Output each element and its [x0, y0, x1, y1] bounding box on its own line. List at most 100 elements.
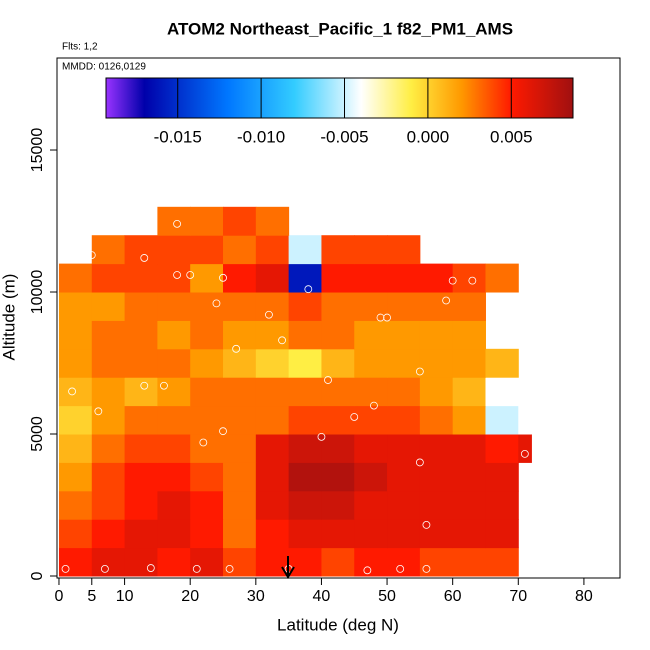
- heat-cell: [58, 490, 93, 520]
- heat-cell: [485, 377, 519, 407]
- sample-point: [370, 401, 378, 410]
- chart-title: ATOM2 Northeast_Pacific_1 f82_PM1_AMS: [167, 19, 513, 38]
- colorbar-tick-label: 0.005: [490, 127, 533, 146]
- sample-point: [324, 376, 332, 384]
- sample-point: [225, 565, 234, 573]
- heat-cell: [354, 292, 388, 321]
- heat-cell: [255, 434, 290, 463]
- heat-cell: [124, 348, 158, 378]
- heat-cell: [419, 320, 454, 350]
- heat-cell: [58, 348, 93, 378]
- heat-cell: [124, 462, 158, 492]
- heat-cell: [91, 490, 126, 520]
- sample-point: [61, 565, 70, 573]
- sample-point: [101, 565, 109, 573]
- heat-cell: [255, 405, 290, 435]
- heat-cell: [157, 206, 191, 236]
- heat-cell: [354, 348, 388, 378]
- y-tick-label: 0: [29, 571, 46, 580]
- heat-cell: [255, 292, 290, 321]
- heat-cell: [190, 263, 224, 293]
- heat-cell: [190, 320, 224, 350]
- heat-cell: [58, 519, 93, 549]
- sample-point: [140, 254, 149, 262]
- heat-cell: [190, 405, 224, 435]
- heat-cell: [419, 547, 454, 577]
- heat-cell: [387, 292, 421, 321]
- colorbar-tick-label: -0.015: [154, 127, 202, 146]
- heat-cell: [157, 405, 191, 435]
- heat-cell: [387, 263, 421, 293]
- heat-cell: [223, 434, 257, 463]
- heat-cell: [419, 519, 454, 549]
- heat-cell: [157, 292, 191, 321]
- heat-cell: [157, 235, 191, 265]
- heat-cell: [190, 547, 224, 577]
- heat-cell: [223, 547, 257, 577]
- sample-point: [317, 432, 326, 441]
- sample-point: [160, 381, 168, 390]
- heat-cell: [124, 292, 158, 321]
- heat-cell: [223, 462, 257, 492]
- heat-cell: [91, 292, 126, 321]
- heat-cell: [288, 490, 322, 520]
- heat-cell: [321, 519, 355, 549]
- heat-cell: [288, 405, 322, 435]
- heat-cell: [91, 320, 126, 350]
- heat-cell: [485, 490, 519, 520]
- heat-cell: [321, 547, 355, 577]
- heat-cell: [452, 292, 486, 321]
- heat-cell: [485, 519, 519, 549]
- heat-cell: [288, 348, 322, 378]
- heat-cell: [58, 547, 93, 577]
- heat-cell: [387, 547, 421, 577]
- heat-cell: [485, 434, 519, 463]
- heat-cell: [157, 348, 191, 378]
- sample-point: [350, 413, 359, 421]
- heat-cell: [452, 405, 486, 435]
- heat-cell: [387, 320, 421, 350]
- heat-cell: [419, 434, 454, 463]
- sample-point: [415, 458, 424, 467]
- heat-cell: [288, 377, 322, 407]
- sample-point: [232, 344, 241, 353]
- x-tick-label: 30: [247, 588, 265, 605]
- heat-cell: [387, 235, 421, 265]
- x-tick-label: 20: [181, 588, 199, 605]
- sample-point: [422, 520, 431, 529]
- y-tick-label: 10000: [29, 270, 46, 315]
- heat-cell: [288, 320, 322, 350]
- sample-point: [219, 273, 227, 282]
- y-axis-label: Altitude (m): [0, 274, 18, 361]
- x-tick-label: 10: [116, 588, 134, 605]
- heat-cell: [124, 405, 158, 435]
- heat-cell: [58, 462, 93, 492]
- heat-cell: [518, 405, 532, 435]
- heat-cell: [452, 519, 486, 549]
- heat-cell: [190, 519, 224, 549]
- sample-point: [173, 219, 181, 228]
- y-tick-label: 5000: [29, 416, 46, 452]
- sample-point: [61, 254, 70, 262]
- heat-cell: [124, 434, 158, 463]
- sample-point: [383, 313, 391, 322]
- sample-point: [146, 564, 155, 572]
- heat-cell: [387, 434, 421, 463]
- heat-cell: [91, 235, 126, 265]
- heatmap: [58, 206, 532, 577]
- colorbar-fill: [105, 77, 574, 119]
- heat-cell: [288, 235, 322, 265]
- heat-cell: [387, 377, 421, 407]
- heat-cell: [485, 462, 519, 492]
- heat-cell: [419, 405, 454, 435]
- heat-cell: [157, 519, 191, 549]
- heat-cell: [288, 462, 322, 492]
- heat-cell: [91, 405, 126, 435]
- heat-cell: [321, 235, 355, 265]
- heat-cell: [452, 462, 486, 492]
- heat-cell: [354, 235, 388, 265]
- heat-cell: [124, 320, 158, 350]
- heat-cell: [387, 348, 421, 378]
